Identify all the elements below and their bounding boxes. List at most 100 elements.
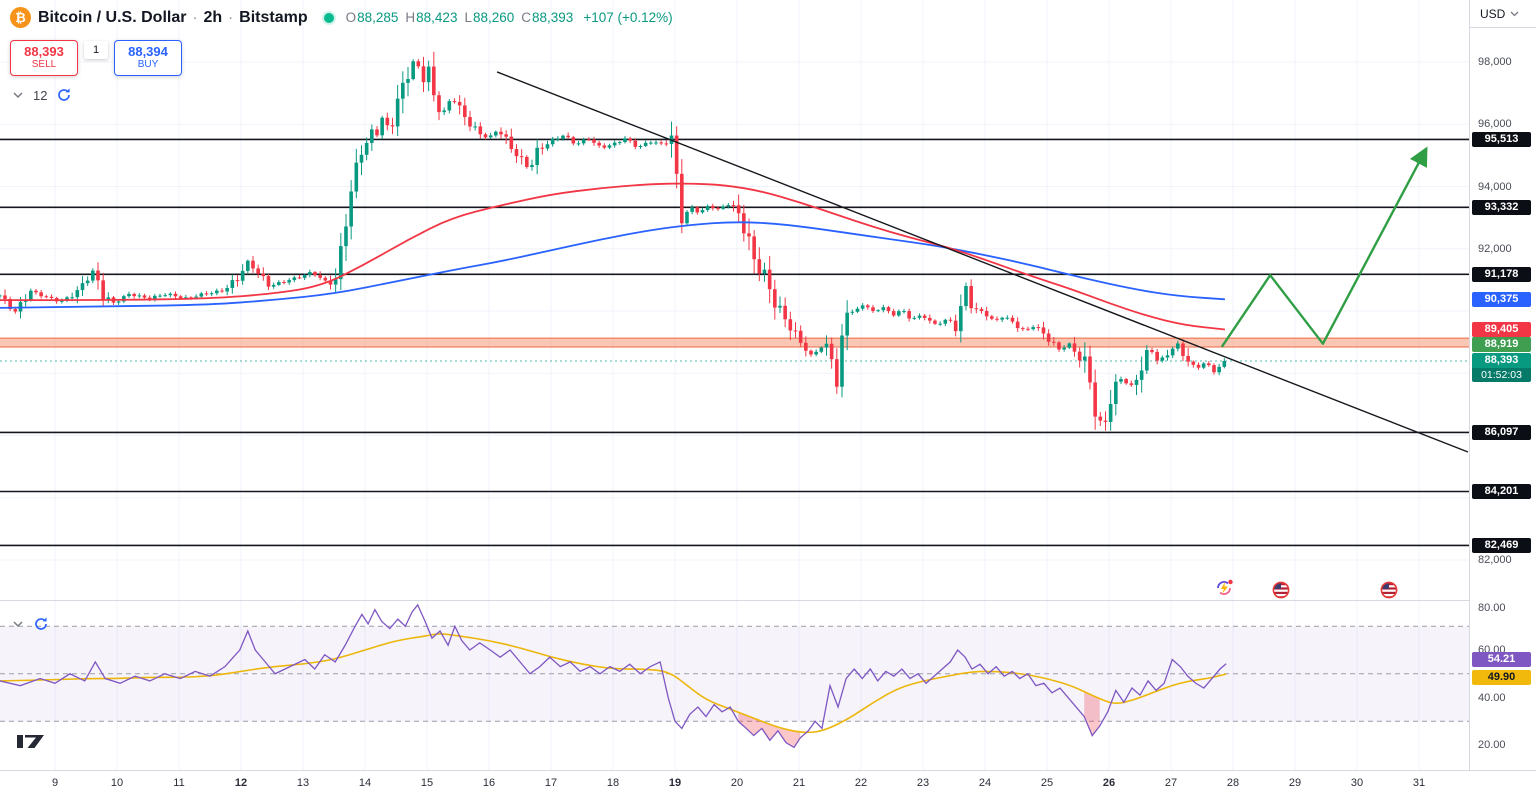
time-axis-label: 16 — [482, 777, 496, 789]
close-label: C — [521, 10, 532, 25]
time-axis-label: 29 — [1288, 777, 1302, 789]
last-price-badge: 88,393 01:52:03 — [1472, 353, 1531, 383]
interval-selector[interactable]: 2h — [203, 8, 223, 26]
close-value: 88,393 — [532, 10, 574, 25]
price-level-badge: 95,513 — [1472, 131, 1531, 147]
time-axis-label: 24 — [978, 777, 992, 789]
high-label: H — [405, 10, 416, 25]
price-tick-label: 98,000 — [1478, 56, 1512, 68]
time-axis-label: 26 — [1102, 777, 1116, 789]
currency-selector[interactable]: USD — [1470, 0, 1536, 28]
sell-price: 88,393 — [24, 44, 64, 59]
time-axis-label: 17 — [544, 777, 558, 789]
symbol-title[interactable]: Bitcoin / U.S. Dollar — [38, 8, 187, 26]
low-label: L — [464, 10, 472, 25]
chart-area[interactable] — [0, 0, 1469, 770]
candlesticks — [0, 51, 1227, 431]
buy-price: 88,394 — [128, 44, 168, 59]
price-level-badge: 86,097 — [1472, 424, 1531, 440]
time-axis-label: 15 — [420, 777, 434, 789]
currency-label: USD — [1480, 6, 1506, 21]
time-axis-label: 13 — [296, 777, 310, 789]
time-axis-label: 14 — [358, 777, 372, 789]
price-level-badge: 90,375 — [1472, 291, 1531, 307]
price-tick-label: 94,000 — [1478, 180, 1512, 193]
time-axis-label: 18 — [606, 777, 620, 789]
time-axis-label: 9 — [51, 777, 59, 789]
price-level-badge: 84,201 — [1472, 483, 1531, 499]
exchange-label[interactable]: Bitstamp — [239, 8, 308, 26]
chevron-down-icon — [1510, 11, 1519, 16]
event-markers-layer — [1214, 578, 1398, 604]
symbol-header: ₿ Bitcoin / U.S. Dollar · 2h · Bitstamp … — [10, 7, 673, 28]
buy-label: BUY — [137, 59, 159, 70]
price-level-badge: 91,178 — [1472, 266, 1531, 282]
us-economic-event-icon[interactable] — [1380, 581, 1398, 604]
rsi-value-badge: 54.21 — [1472, 652, 1531, 668]
time-axis-label: 19 — [668, 777, 682, 789]
pane-separator[interactable] — [0, 600, 1536, 601]
title-separator: · — [192, 9, 198, 26]
price-level-badge: 82,469 — [1472, 537, 1531, 553]
main-pane-legend: 12 — [12, 87, 72, 103]
us-economic-event-icon[interactable] — [1272, 581, 1290, 604]
time-axis-label: 25 — [1040, 777, 1054, 789]
rsi-tick-label: 40.00 — [1478, 691, 1506, 704]
buy-button[interactable]: 88,394 BUY — [114, 40, 182, 76]
rsi-tick-label: 20.00 — [1478, 739, 1506, 752]
open-label: O — [345, 10, 357, 25]
market-status-dot[interactable] — [323, 12, 334, 23]
open-value: 88,285 — [357, 10, 399, 25]
event-bolt-icon[interactable] — [1214, 578, 1234, 603]
time-axis-label: 20 — [730, 777, 744, 789]
price-tick-label: 92,000 — [1478, 242, 1512, 255]
rsi-ma-line[interactable] — [0, 633, 1227, 734]
time-axis-label: 30 — [1350, 777, 1364, 789]
tradingview-logo-icon — [17, 735, 44, 748]
time-axis-label: 27 — [1164, 777, 1178, 789]
last-price-value: 88,393 — [1472, 353, 1531, 369]
price-tick-label: 96,000 — [1478, 118, 1512, 131]
time-axis-label: 28 — [1226, 777, 1240, 789]
change-value: +107 (+0.12%) — [583, 10, 673, 25]
rsi-tick-label: 80.00 — [1478, 602, 1506, 614]
legend-value: 12 — [33, 87, 48, 103]
sell-button[interactable]: 88,393 SELL — [10, 40, 78, 76]
ma-fast-line[interactable] — [0, 182, 1226, 331]
trade-panel: 88,393 SELL 1 88,394 BUY — [10, 40, 182, 76]
price-level-badge: 88,919 — [1472, 337, 1531, 353]
price-level-badge: 93,332 — [1472, 199, 1531, 215]
price-axis[interactable]: USD 98,000 96,000 94,000 92,000 82,000 80.00 6… — [1469, 0, 1536, 770]
spread-value: 1 — [84, 41, 108, 59]
price-tick-label: 82,000 — [1478, 554, 1512, 566]
chevron-down-icon[interactable] — [12, 89, 24, 101]
trendline[interactable] — [496, 71, 1469, 453]
ma-slow-line[interactable] — [0, 221, 1226, 309]
time-axis-label: 12 — [234, 777, 248, 789]
rsi-line[interactable] — [0, 603, 1227, 749]
price-chart-canvas[interactable] — [0, 0, 1469, 770]
refresh-icon[interactable] — [33, 616, 49, 632]
tradingview-logo[interactable] — [16, 730, 50, 757]
ohlc-values: O88,285 H88,423 L88,260 C88,393 +107 (+0… — [346, 10, 673, 25]
time-axis-label: 11 — [173, 777, 185, 789]
bar-countdown: 01:52:03 — [1472, 368, 1531, 383]
time-axis-label: 21 — [792, 777, 806, 789]
chevron-down-icon[interactable] — [12, 618, 24, 630]
time-axis-label: 10 — [110, 777, 124, 789]
rsi-value-badge: 49.90 — [1472, 670, 1531, 686]
time-axis-label: 31 — [1412, 777, 1426, 789]
projection-arrow[interactable] — [1220, 146, 1428, 348]
time-axis-label: 23 — [916, 777, 930, 789]
time-axis[interactable]: 9 10 11 12 13 14 15 16 17 18 19 20 21 22 23 24 25 26 27 28 2… — [0, 770, 1536, 796]
time-axis-label: 22 — [854, 777, 868, 789]
rsi-oversold-fill — [738, 712, 801, 748]
refresh-icon[interactable] — [56, 87, 72, 103]
title-separator: · — [228, 9, 234, 26]
support-zone[interactable] — [0, 338, 1469, 347]
bitcoin-icon: ₿ — [10, 7, 31, 28]
low-value: 88,260 — [472, 10, 515, 25]
price-level-badge: 89,405 — [1472, 322, 1531, 338]
rsi-pane-legend — [12, 616, 49, 632]
